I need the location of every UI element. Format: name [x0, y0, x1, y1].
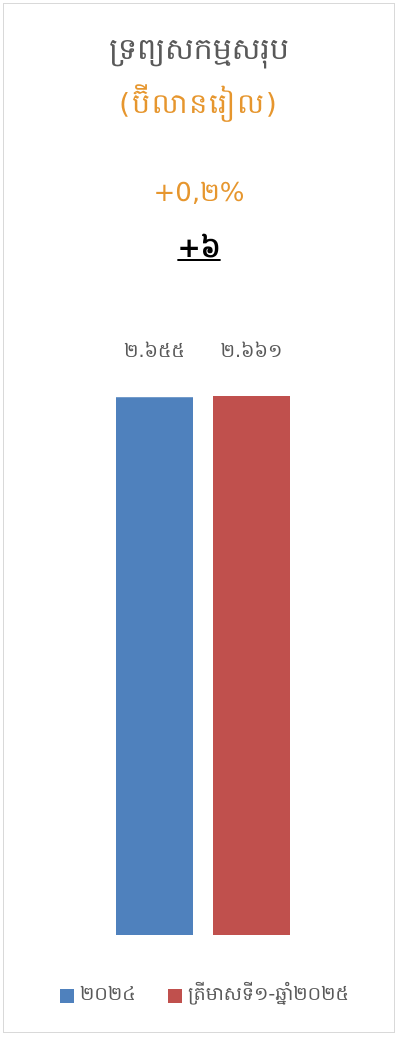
data-label-0: ២.៦៥៥	[124, 340, 185, 362]
percent-change-annotation: +0,២%	[153, 178, 245, 208]
bar-1	[213, 396, 290, 935]
legend-swatch-q1-2025	[168, 989, 182, 1003]
chart-frame	[3, 3, 395, 1033]
legend-label-2024: ២០២៤	[80, 983, 136, 1005]
legend: ២០២៤ ត្រីមាសទី១-ឆ្នាំ២០២៥	[0, 982, 398, 1012]
legend-label-q1-2025: ត្រីមាសទី១-ឆ្នាំ២០២៥	[188, 983, 349, 1005]
legend-item-2024: ២០២៤	[60, 982, 136, 1010]
legend-item-q1-2025: ត្រីមាសទី១-ឆ្នាំ២០២៥	[168, 982, 349, 1010]
chart-subtitle: (ប៊ីលានរៀល)	[119, 87, 279, 120]
legend-swatch-2024	[60, 989, 74, 1003]
bar-0	[116, 397, 193, 935]
absolute-change-annotation: +៦	[177, 231, 221, 264]
data-label-1: ២.៦៦១	[221, 340, 283, 362]
chart-title: ទ្រព្យសកម្មសរុប	[109, 32, 289, 67]
